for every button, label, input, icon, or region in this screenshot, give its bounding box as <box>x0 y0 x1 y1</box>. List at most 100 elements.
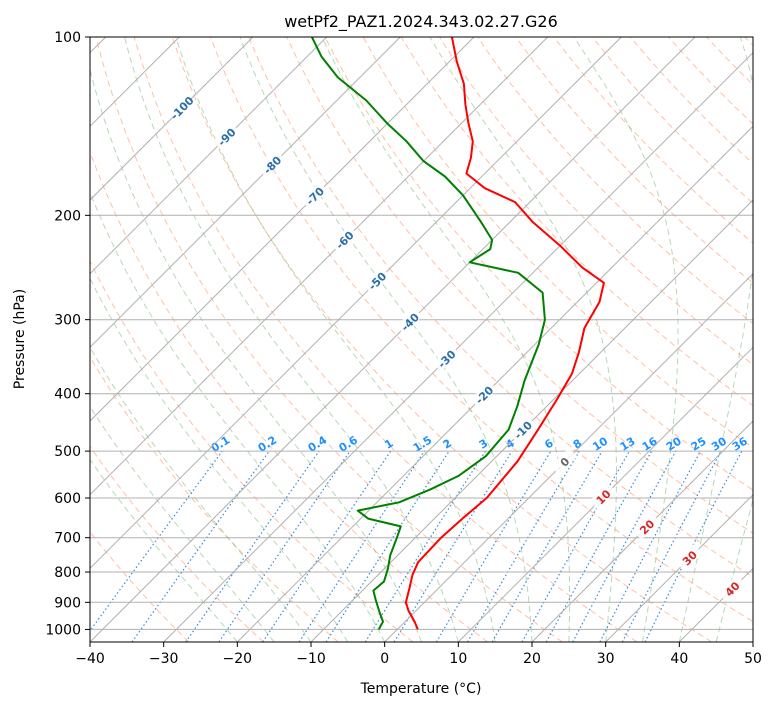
isotherm-label-bg <box>632 512 660 540</box>
isotherm-label-bg <box>589 482 617 510</box>
x-tick-label: −20 <box>223 651 253 667</box>
moist-adiabat-line <box>90 67 422 642</box>
dry-adiabat-line <box>286 37 753 534</box>
dry-adiabat-line <box>95 37 563 642</box>
x-tick-label: 50 <box>744 651 762 667</box>
mixing-ratio-line <box>393 450 513 642</box>
mixing-ratio-line <box>185 450 320 642</box>
dry-adiabat-line <box>744 37 753 47</box>
mixing-ratio-line <box>262 450 392 642</box>
dry-adiabat-line <box>90 259 414 642</box>
x-tick-label: 0 <box>380 651 389 667</box>
isotherm-label: -100 <box>168 94 197 123</box>
isotherm-line <box>90 37 475 422</box>
mixing-ratio-line <box>435 450 552 642</box>
moist-adiabat-line <box>90 458 238 642</box>
isotherm-line <box>605 493 753 642</box>
y-tick-label: 800 <box>54 565 81 581</box>
mixing-ratio-label: 0.2 <box>256 433 279 454</box>
y-tick-label: 100 <box>54 30 81 46</box>
dry-adiabat-line <box>553 37 753 244</box>
isotherm-label-bg <box>470 380 498 408</box>
mixing-ratio-line <box>572 450 677 642</box>
dry-adiabat-line <box>90 356 339 642</box>
mixing-ratio-label: 2 <box>441 437 454 452</box>
x-tick-label: 20 <box>523 651 541 667</box>
x-tick-label: −10 <box>296 651 326 667</box>
isotherm-label-bg <box>432 344 460 372</box>
x-tick-label: −30 <box>149 651 179 667</box>
mixing-ratio-line <box>325 450 450 642</box>
dewpoint-profile-line <box>311 37 546 630</box>
mixing-ratio-line <box>599 450 702 642</box>
isotherm-label-bg <box>550 447 578 475</box>
moist-adiabat-line <box>573 37 679 642</box>
isotherm-label-bg <box>718 574 746 602</box>
isotherm-line <box>90 37 328 275</box>
y-tick-label: 500 <box>54 444 81 460</box>
isotherm-label-bg <box>212 122 240 150</box>
moist-adiabat-line <box>175 37 496 642</box>
isotherm-line <box>90 37 254 201</box>
isotherm-label-bg <box>330 225 358 253</box>
isotherm-line <box>90 37 622 570</box>
x-tick-label: 40 <box>670 651 688 667</box>
isotherm-label-bg <box>508 415 536 443</box>
dry-adiabat-line <box>90 531 190 642</box>
mixing-ratio-line <box>521 450 631 642</box>
moist-adiabat-line <box>321 37 571 642</box>
axes: −40 −30 −20 −10 0 10 20 30 40 5010020030040050060… <box>45 30 762 667</box>
moist-adiabat-line <box>678 37 753 642</box>
isotherm-label-bg <box>167 93 195 121</box>
dry-adiabat-line <box>90 150 488 642</box>
x-axis-label: Temperature (°C) <box>360 681 482 697</box>
isotherm-line <box>384 272 753 642</box>
moist-adiabat-line <box>239 37 533 642</box>
isotherm-line <box>90 37 696 642</box>
mixing-ratio-line <box>298 450 425 642</box>
y-tick-label: 600 <box>54 491 81 507</box>
mixing-ratio-line <box>90 450 223 632</box>
dry-adiabat-line <box>90 445 264 642</box>
x-tick-label: 10 <box>449 651 467 667</box>
moist-adiabat-line <box>90 277 349 642</box>
isotherm-label-bg <box>675 543 703 571</box>
mixing-ratio-line <box>545 450 653 642</box>
plot-frame <box>89 36 754 643</box>
temperature-profile-line <box>404 37 605 630</box>
dry-adiabat-line <box>706 37 753 86</box>
plot-area: 0.1 0.2 0.4 0.6 1 1.5 2 3 4 6 8 10 13 16 20 25 30 36-100-… <box>90 37 753 642</box>
isotherm-line <box>752 641 753 642</box>
isotherm-line <box>531 420 753 642</box>
y-tick-label: 900 <box>54 595 81 611</box>
dry-adiabat-line <box>210 37 753 623</box>
y-tick-label: 300 <box>54 313 81 329</box>
mixing-ratio-line <box>131 450 270 642</box>
y-axis-label: Pressure (hPa) <box>12 289 28 389</box>
moist-adiabat-line <box>429 37 617 642</box>
isotherm-label-bg <box>363 266 391 294</box>
x-tick-label: 30 <box>597 651 615 667</box>
isotherm-line <box>90 37 549 496</box>
mixing-ratio-label: 0.1 <box>209 433 232 454</box>
mixing-ratio-line <box>466 450 580 642</box>
dry-adiabat-line <box>248 37 753 578</box>
mixing-ratio-line <box>644 450 743 642</box>
isotherm-line <box>310 199 753 642</box>
isotherm-label-bg <box>258 150 286 178</box>
isotherm-label-bg <box>395 307 423 335</box>
mixing-ratio-label: 6 <box>542 436 556 451</box>
dry-adiabat-line <box>668 37 753 125</box>
y-tick-label: 200 <box>54 208 81 224</box>
moist-adiabat-line <box>90 346 312 642</box>
dry-adiabat-line <box>591 37 753 204</box>
moist-adiabat-line <box>715 498 753 642</box>
chart-title: wetPf2_PAZ1.2024.343.02.27.G26 <box>284 12 558 32</box>
isotherm-line <box>90 37 401 349</box>
y-tick-label: 400 <box>54 387 81 403</box>
isotherm-line <box>163 51 753 642</box>
isotherm-label-bg <box>300 181 328 209</box>
dry-adiabat-line <box>324 37 753 491</box>
